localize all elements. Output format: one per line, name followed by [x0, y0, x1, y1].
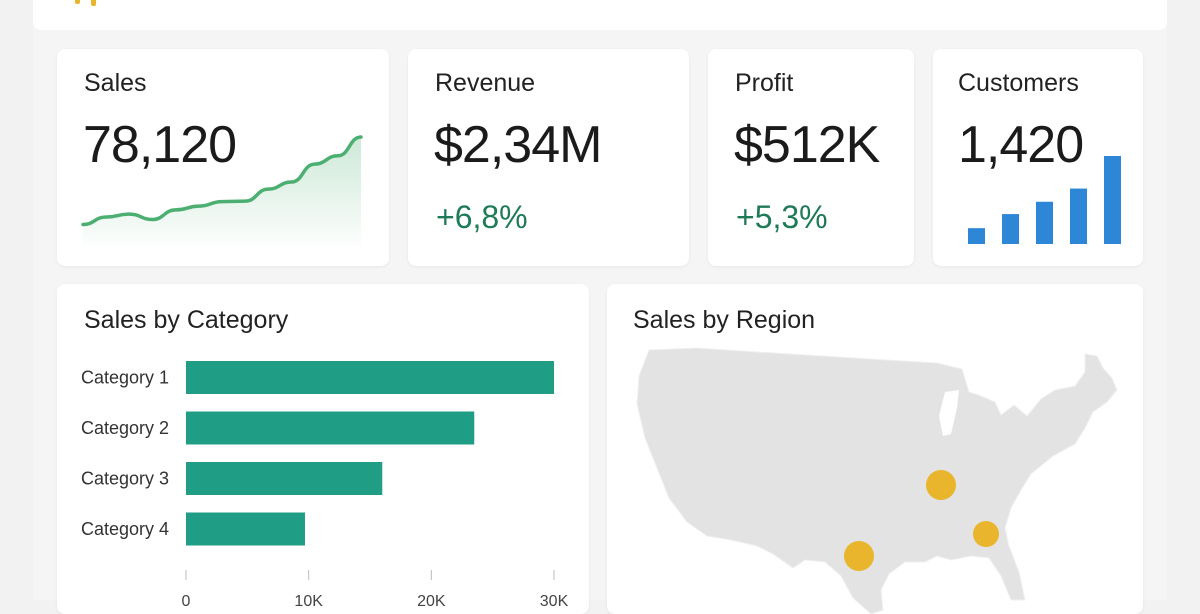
kpi-delta: +5,3% — [736, 199, 828, 235]
sparkline-area — [83, 137, 361, 245]
kpi-value: $512K — [734, 116, 880, 174]
region-marker[interactable] — [973, 521, 999, 547]
kpi-title: Sales — [84, 69, 147, 97]
kpi-delta: +6,8% — [436, 199, 528, 235]
x-tick-label: 20K — [417, 593, 446, 610]
category-label: Category 4 — [81, 519, 169, 539]
usa-map-shape — [636, 347, 1118, 614]
customer-bar[interactable] — [1002, 214, 1019, 244]
michigan-lake-shape — [939, 390, 959, 436]
category-label: Category 3 — [81, 469, 169, 489]
kpi-value: 78,120 — [83, 116, 237, 174]
category-bar[interactable] — [186, 361, 554, 394]
panel-title: Sales by Category — [84, 306, 289, 334]
category-bar[interactable] — [186, 512, 305, 546]
customer-bar[interactable] — [1104, 156, 1121, 244]
sparkline-line — [81, 135, 363, 227]
customers-bar-chart — [968, 156, 1121, 244]
panel-title: Sales by Region — [633, 306, 816, 334]
kpi-title: Revenue — [435, 69, 536, 97]
customer-bar[interactable] — [968, 228, 985, 244]
x-tick-label: 0 — [182, 593, 191, 610]
kpi-title: Customers — [958, 69, 1079, 97]
customer-bar[interactable] — [1070, 188, 1087, 244]
sales-sparkline — [81, 135, 363, 245]
category-bar[interactable] — [186, 462, 383, 495]
category-bar[interactable] — [186, 411, 475, 445]
customer-bar[interactable] — [1036, 201, 1053, 244]
kpi-card-profit[interactable]: Profit $512K +5,3% — [708, 49, 914, 266]
x-tick-label: 30K — [540, 593, 569, 610]
category-label: Category 2 — [81, 418, 169, 438]
region-marker[interactable] — [844, 541, 874, 571]
category-label: Category 1 — [81, 368, 169, 388]
kpi-card-revenue[interactable]: Revenue $2,34M +6,8% — [408, 49, 689, 266]
kpi-card-customers[interactable]: Customers 1,420 — [933, 49, 1143, 266]
kpi-value: $2,34M — [434, 116, 602, 174]
kpi-title: Profit — [735, 69, 794, 97]
category-bar-chart: Category 1 Category 2 Category 3 Category 4… — [81, 361, 569, 610]
kpi-value: 1,420 — [958, 116, 1084, 174]
app-logo-icon[interactable] — [73, 0, 113, 8]
region-map[interactable] — [607, 284, 1143, 614]
region-marker[interactable] — [926, 470, 956, 500]
kpi-card-sales[interactable]: Sales 78,120 — [57, 49, 389, 266]
sales-by-category-panel: Sales by Category Category 1 Category 2 Ca… — [57, 284, 589, 614]
x-tick-label: 10K — [294, 593, 323, 610]
top-bar — [33, 0, 1167, 30]
sales-by-region-panel: Sales by Region — [607, 284, 1143, 614]
